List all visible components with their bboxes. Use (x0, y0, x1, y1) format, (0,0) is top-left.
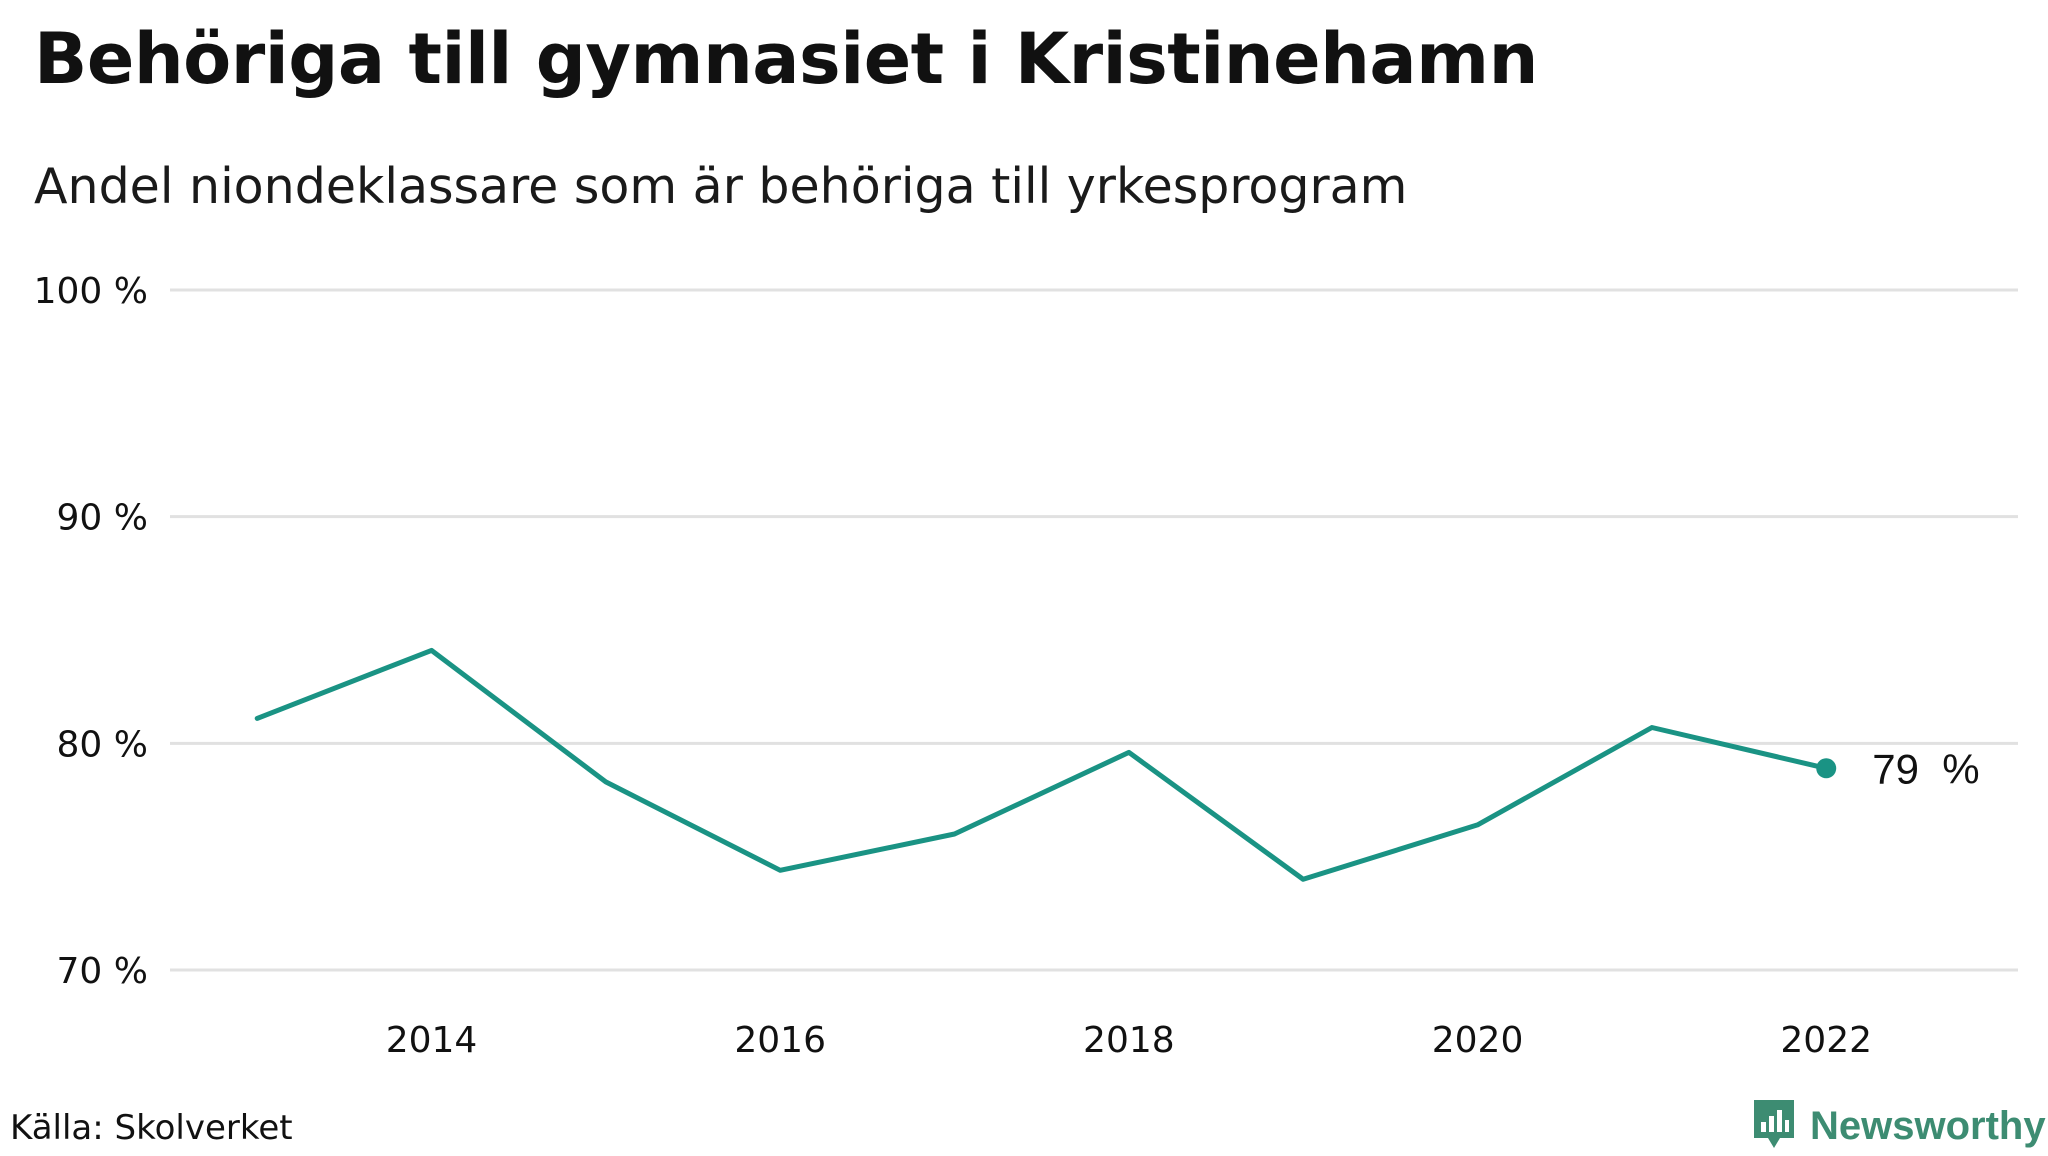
y-tick-label: 70 % (57, 951, 148, 992)
end-point (1816, 758, 1837, 779)
grid-lines (170, 288, 2018, 972)
x-tick-label: 2022 (1780, 1020, 1872, 1061)
x-tick-label: 2014 (386, 1020, 478, 1061)
newsworthy-logo-icon (1750, 1096, 1798, 1156)
chart-subtitle: Andel niondeklassare som är behöriga til… (34, 158, 1408, 215)
x-axis-tick-labels: 2014 2016 2018 2020 2022 (386, 1020, 1872, 1061)
x-tick-label: 2020 (1432, 1020, 1524, 1061)
data-points: 79 % (1816, 745, 1980, 792)
line-chart: 70 % 80 % 90 % 100 % 2014 2016 2018 2020 2022 7… (34, 271, 2018, 1061)
chart-title: Behöriga till gymnasiet i Kristinehamn (34, 18, 1538, 100)
series-line (254, 647, 1829, 882)
brand-logo: Newsworthy (1750, 1098, 2046, 1154)
x-tick-label: 2016 (734, 1020, 826, 1061)
y-tick-label: 100 % (34, 271, 148, 312)
y-tick-label: 80 % (57, 724, 148, 765)
source-note: Källa: Skolverket (10, 1108, 293, 1148)
y-tick-label: 90 % (57, 498, 148, 539)
brand-name: Newsworthy (1810, 1103, 2046, 1148)
series-group (254, 647, 1829, 882)
end-value-label: 79 % (1872, 745, 1979, 792)
x-tick-label: 2018 (1083, 1020, 1175, 1061)
y-axis-tick-labels: 70 % 80 % 90 % 100 % (34, 271, 148, 992)
